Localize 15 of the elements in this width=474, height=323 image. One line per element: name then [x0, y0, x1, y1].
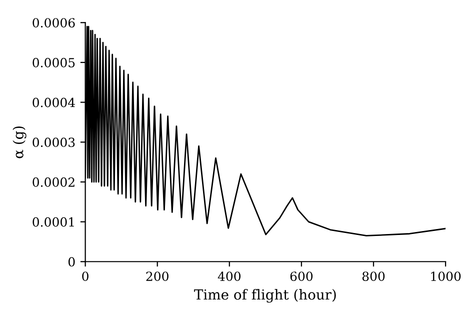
x-tick-label: 0 [82, 272, 88, 282]
x-tick-label: 600 [290, 272, 313, 282]
x-tick-label: 400 [218, 272, 241, 282]
y-tick-label: 0 [68, 257, 75, 267]
x-tick-label: 1000 [431, 272, 461, 282]
y-tick-label: 0.0004 [32, 98, 75, 108]
y-tick-label: 0.0005 [32, 58, 75, 68]
y-tick-label: 0.0002 [32, 177, 74, 187]
x-axis-title: Time of flight (hour) [194, 289, 336, 303]
x-tick-label: 800 [362, 272, 385, 282]
x-tick-label: 200 [146, 272, 168, 282]
y-axis-title: α (g) [12, 126, 26, 158]
y-tick-label: 0.0003 [32, 138, 75, 148]
y-tick-label: 0.0006 [32, 18, 75, 28]
y-tick-label: 0.0001 [32, 217, 74, 227]
